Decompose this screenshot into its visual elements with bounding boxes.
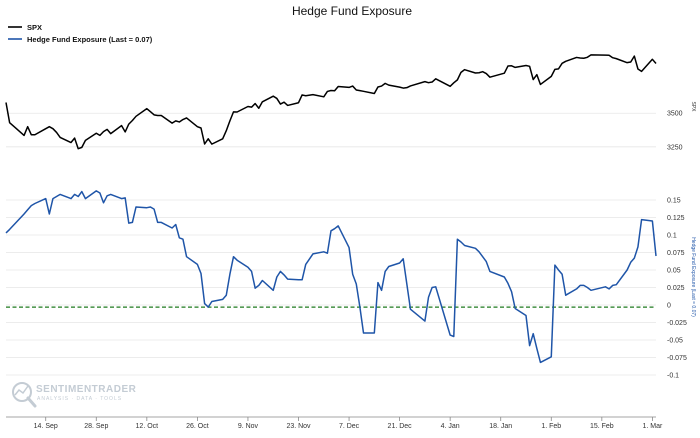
legend: SPX Hedge Fund Exposure (Last = 0.07) [8, 23, 153, 44]
y-tick-label-exposure: 0 [667, 303, 671, 310]
y-axis-title-spx: SPX [690, 101, 696, 112]
chart-title: Hedge Fund Exposure [292, 4, 412, 18]
watermark-tagline: ANALYSIS · DATA · TOOLS [37, 396, 122, 402]
x-tick-label: 23. Nov [286, 423, 311, 430]
y-tick-label-exposure: -0.05 [667, 338, 683, 345]
x-tick-label: 9. Nov [238, 423, 259, 430]
watermark-brand: SENTIMENTRADER [36, 384, 137, 395]
y-tick-label-exposure: 0.025 [667, 285, 685, 292]
y-tick-label-exposure: 0.05 [667, 268, 681, 275]
x-tick-label: 7. Dec [339, 423, 360, 430]
x-tick-label: 1. Mar [642, 423, 663, 430]
x-tick-label: 1. Feb [541, 423, 561, 430]
y-tick-label-exposure: -0.025 [667, 320, 687, 327]
axes: 3250 3500 SPX -0.1 -0.075 -0.05 -0.025 0 0.025 0.… [6, 101, 696, 430]
y-tick-label-exposure: 0.15 [667, 198, 681, 205]
grid [6, 112, 656, 376]
x-tick-label: 21. Dec [388, 423, 413, 430]
x-tick-label: 28. Sep [84, 423, 108, 430]
y-tick-label-spx: 3250 [667, 144, 683, 151]
x-tick-label: 14. Sep [34, 423, 58, 430]
magnifier-chart-icon [12, 382, 37, 408]
series [5, 54, 657, 364]
y-tick-label-spx: 3500 [667, 111, 683, 118]
legend-label-exposure: Hedge Fund Exposure (Last = 0.07) [27, 35, 153, 44]
x-tick-label: 4. Jan [441, 423, 460, 430]
x-tick-label: 18. Jan [489, 423, 512, 430]
y-tick-label-exposure: -0.1 [667, 373, 679, 380]
x-tick-label: 26. Oct [186, 423, 209, 430]
y-tick-label-exposure: -0.075 [667, 355, 687, 362]
legend-label-spx: SPX [27, 23, 42, 32]
y-tick-label-exposure: 0.1 [667, 233, 677, 240]
watermark: SENTIMENTRADER ANALYSIS · DATA · TOOLS [12, 382, 137, 408]
x-tick-label: 15. Feb [590, 423, 614, 430]
y-tick-label-exposure: 0.075 [667, 250, 685, 257]
y-axis-title-exposure: Hedge Fund Exposure (Last = 0.07) [690, 237, 696, 317]
y-tick-label-exposure: 0.125 [667, 215, 685, 222]
x-tick-label: 12. Oct [136, 423, 159, 430]
